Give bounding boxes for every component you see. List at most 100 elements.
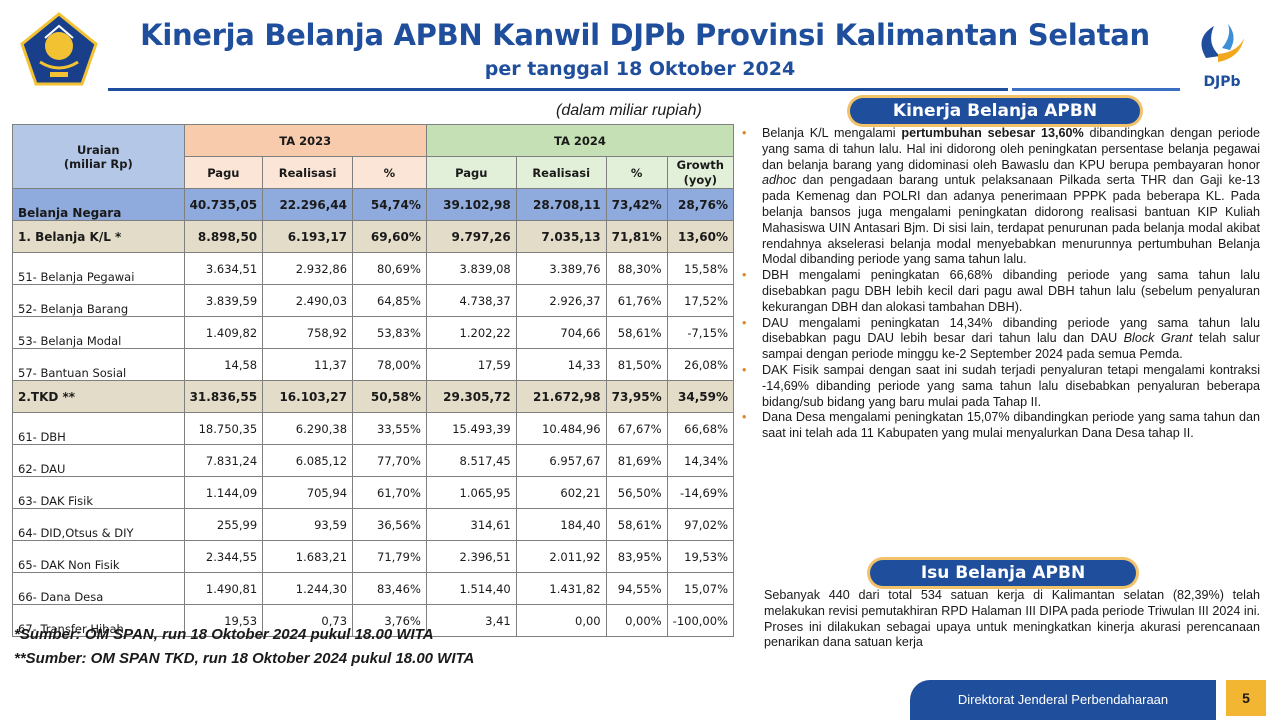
table-cell: -100,00% xyxy=(666,604,735,637)
kinerja-bullet: DAK Fisik sampai dengan saat ini sudah t… xyxy=(742,363,1260,410)
table-row: 67- Transfer Hibah 19,53 0,73 3,76% 3,41 0,00… xyxy=(12,604,735,637)
table-cell: 88,30% xyxy=(605,252,668,285)
table-cell: 78,00% xyxy=(352,348,427,381)
table-cell: 61,70% xyxy=(352,476,427,509)
bullet-text-post: dibandingkan dengan periode yang sama di… xyxy=(762,126,1261,172)
table-cell: 7.035,13 xyxy=(515,220,607,253)
table-cell: 40.735,05 xyxy=(183,188,264,221)
source-note-2: **Sumber: OM SPAN TKD, run 18 Oktober 20… xyxy=(14,650,475,667)
table-cell: 6.085,12 xyxy=(262,444,354,477)
table-cell: 71,79% xyxy=(352,540,427,573)
table-cell: 10.484,96 xyxy=(515,412,607,445)
table-cell: 50,58% xyxy=(352,380,427,413)
row-label: Belanja Negara xyxy=(12,188,185,221)
table-cell: 93,59 xyxy=(262,508,354,541)
bullet-text-bold: pertumbuhan sebesar 13,60% xyxy=(901,126,1084,140)
table-cell: 314,61 xyxy=(425,508,517,541)
table-cell: 58,61% xyxy=(605,508,668,541)
table-cell: 28.708,11 xyxy=(515,188,607,221)
table-cell: 3.389,76 xyxy=(515,252,607,285)
table-cell: 15,07% xyxy=(666,572,735,605)
bullet-text-pre: Dana Desa mengalami peningkatan 15,07% d… xyxy=(762,410,1260,441)
table-row: 62- DAU 7.831,24 6.085,12 77,70% 8.517,45 6.9… xyxy=(12,444,735,477)
bullet-text-post2: dan pengadaan barang untuk pelaksanaan P… xyxy=(762,173,1260,267)
header-divider xyxy=(108,88,1008,91)
table-cell: 17,59 xyxy=(425,348,517,381)
bullet-text-italic: adhoc xyxy=(762,173,797,188)
kinerja-bullet: DBH mengalami peningkatan 66,68% dibandi… xyxy=(742,268,1260,315)
table-cell: 1.065,95 xyxy=(425,476,517,509)
table-cell: 255,99 xyxy=(183,508,264,541)
table-cell: 1.431,82 xyxy=(515,572,607,605)
budget-table: Uraian (miliar Rp) TA 2023 TA 2024 Pagu … xyxy=(12,124,735,637)
table-cell: 1.244,30 xyxy=(262,572,354,605)
page-number: 5 xyxy=(1226,680,1266,716)
unit-note: (dalam miliar rupiah) xyxy=(556,102,702,119)
table-cell: 19,53 xyxy=(183,604,264,637)
table-cell: -14,69% xyxy=(666,476,735,509)
kinerja-bullet-list: Belanja K/L mengalami pertumbuhan sebesa… xyxy=(742,126,1260,442)
table-cell: 6.957,67 xyxy=(515,444,607,477)
kinerja-bullet: DAU mengalami peningkatan 14,34% dibandi… xyxy=(742,316,1260,363)
row-label: 57- Bantuan Sosial xyxy=(12,348,185,381)
table-cell: 1.202,22 xyxy=(425,316,517,349)
table-cell: 81,69% xyxy=(605,444,668,477)
table-cell: 19,53% xyxy=(666,540,735,573)
table-cell: 77,70% xyxy=(352,444,427,477)
table-cell: 6.290,38 xyxy=(262,412,354,445)
table-cell: 17,52% xyxy=(666,284,735,317)
col-header-growth: Growth (yoy) xyxy=(666,156,735,189)
kinerja-section-title: Kinerja Belanja APBN xyxy=(850,98,1140,124)
table-cell: 13,60% xyxy=(666,220,735,253)
uraian-header: Uraian (miliar Rp) xyxy=(12,124,185,189)
table-cell: 0,73 xyxy=(262,604,354,637)
row-label: 65- DAK Non Fisik xyxy=(12,540,185,573)
table-cell: 602,21 xyxy=(515,476,607,509)
table-cell: 97,02% xyxy=(666,508,735,541)
table-cell: 54,74% xyxy=(352,188,427,221)
table-cell: 1.683,21 xyxy=(262,540,354,573)
bullet-text-pre: DAK Fisik sampai dengan saat ini sudah t… xyxy=(762,362,1260,409)
row-label: 63- DAK Fisik xyxy=(12,476,185,509)
row-label: 62- DAU xyxy=(12,444,185,477)
table-row: 53- Belanja Modal 1.409,82 758,92 53,83% 1.2… xyxy=(12,316,735,349)
table-cell: 15.493,39 xyxy=(425,412,517,445)
row-label: 51- Belanja Pegawai xyxy=(12,252,185,285)
table-cell: 705,94 xyxy=(262,476,354,509)
page-title: Kinerja Belanja APBN Kanwil DJPb Provins… xyxy=(140,18,1150,52)
table-cell: 73,42% xyxy=(605,188,668,221)
col-header: % xyxy=(605,156,668,189)
table-row: 63- DAK Fisik 1.144,09 705,94 61,70% 1.065,9… xyxy=(12,476,735,509)
row-label: 66- Dana Desa xyxy=(12,572,185,605)
table-cell: 3.839,59 xyxy=(183,284,264,317)
col-header: % xyxy=(352,156,427,189)
table-cell: 16.103,27 xyxy=(262,380,354,413)
table-cell: 7.831,24 xyxy=(183,444,264,477)
table-row: 2.TKD ** 31.836,55 16.103,27 50,58% 29.305,7… xyxy=(12,380,735,413)
table-cell: 80,69% xyxy=(352,252,427,285)
col-header: Realisasi xyxy=(515,156,607,189)
footer-label: Direktorat Jenderal Perbendaharaan xyxy=(910,680,1216,720)
kinerja-bullet: Belanja K/L mengalami pertumbuhan sebesa… xyxy=(742,126,1260,268)
table-cell: 2.011,92 xyxy=(515,540,607,573)
table-cell: 2.926,37 xyxy=(515,284,607,317)
col-header: Pagu xyxy=(183,156,264,189)
table-cell: 11,37 xyxy=(262,348,354,381)
table-cell: 0,00 xyxy=(515,604,607,637)
table-row: 1. Belanja K/L * 8.898,50 6.193,17 69,60% 9.… xyxy=(12,220,735,253)
header-divider-accent xyxy=(1012,88,1180,91)
row-label: 64- DID,Otsus & DIY xyxy=(12,508,185,541)
table-cell: 3.634,51 xyxy=(183,252,264,285)
table-cell: 3,76% xyxy=(352,604,427,637)
isu-text: Sebanyak 440 dari total 534 satuan kerja… xyxy=(764,588,1260,650)
col-header: Realisasi xyxy=(262,156,354,189)
table-cell: -7,15% xyxy=(666,316,735,349)
table-cell: 58,61% xyxy=(605,316,668,349)
table-row: Belanja Negara 40.735,05 22.296,44 54,74% 39… xyxy=(12,188,735,221)
table-cell: 2.490,03 xyxy=(262,284,354,317)
table-cell: 9.797,26 xyxy=(425,220,517,253)
bullet-text-pre: Belanja K/L mengalami xyxy=(762,126,902,140)
table-cell: 758,92 xyxy=(262,316,354,349)
table-cell: 26,08% xyxy=(666,348,735,381)
table-cell: 2.396,51 xyxy=(425,540,517,573)
